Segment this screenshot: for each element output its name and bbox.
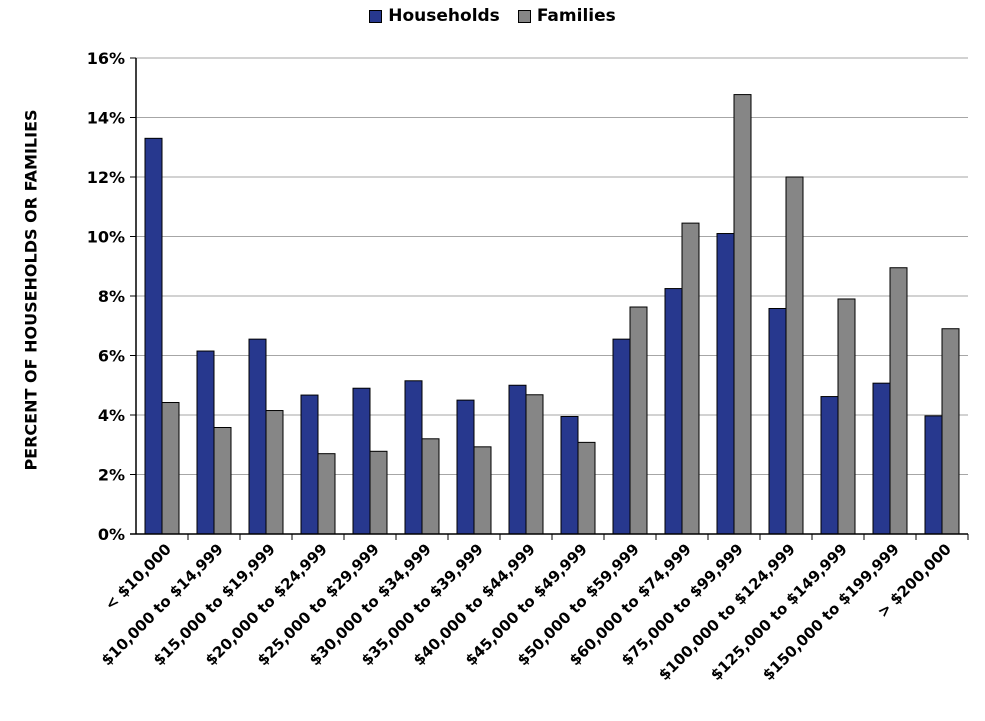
y-tick-label: 12%: [87, 168, 125, 187]
bar-families: [265, 410, 284, 535]
bar-families: [681, 222, 700, 535]
bar-families: [161, 402, 180, 535]
bar-households: [352, 387, 371, 535]
legend: Households Families: [0, 6, 985, 26]
bar-households: [820, 396, 839, 535]
bar-families: [837, 298, 856, 535]
bar-families: [525, 394, 544, 535]
y-tick-label: 4%: [98, 406, 125, 425]
bar-families: [785, 176, 804, 535]
bar-households: [924, 415, 943, 535]
y-tick-label: 10%: [87, 228, 125, 247]
bar-families: [369, 450, 388, 535]
y-tick-label: 6%: [98, 347, 125, 366]
bar-families: [629, 306, 648, 535]
bar-households: [508, 384, 527, 535]
y-tick-label: 0%: [98, 525, 125, 544]
y-tick-label: 8%: [98, 287, 125, 306]
legend-swatch-families: [517, 9, 531, 23]
bar-households: [664, 288, 683, 535]
bar-families: [473, 446, 492, 535]
bar-households: [144, 137, 163, 535]
y-tick-label: 2%: [98, 466, 125, 485]
bar-households: [768, 307, 787, 535]
legend-item-families: Families: [517, 6, 616, 26]
bar-families: [317, 453, 336, 535]
bar-households: [196, 350, 215, 535]
bar-households: [612, 338, 631, 535]
bar-households: [560, 415, 579, 535]
bar-families: [421, 438, 440, 535]
bar-families: [577, 441, 596, 535]
bar-households: [404, 380, 423, 535]
legend-item-households: Households: [369, 6, 500, 26]
bar-families: [733, 94, 752, 535]
legend-swatch-households: [369, 9, 383, 23]
legend-label-families: Families: [536, 6, 616, 26]
bar-families: [889, 267, 908, 535]
bar-households: [872, 382, 891, 535]
bar-households: [248, 338, 267, 535]
bar-households: [300, 394, 319, 535]
legend-label-households: Households: [388, 6, 500, 26]
bar-families: [941, 328, 960, 535]
y-tick-label: 14%: [87, 109, 125, 128]
y-axis-title: PERCENT OF HOUSEHOLDS OR FAMILIES: [21, 109, 41, 471]
bar-families: [213, 426, 232, 535]
bar-households: [456, 399, 475, 535]
y-tick-label: 16%: [87, 49, 125, 68]
bar-households: [716, 233, 735, 535]
